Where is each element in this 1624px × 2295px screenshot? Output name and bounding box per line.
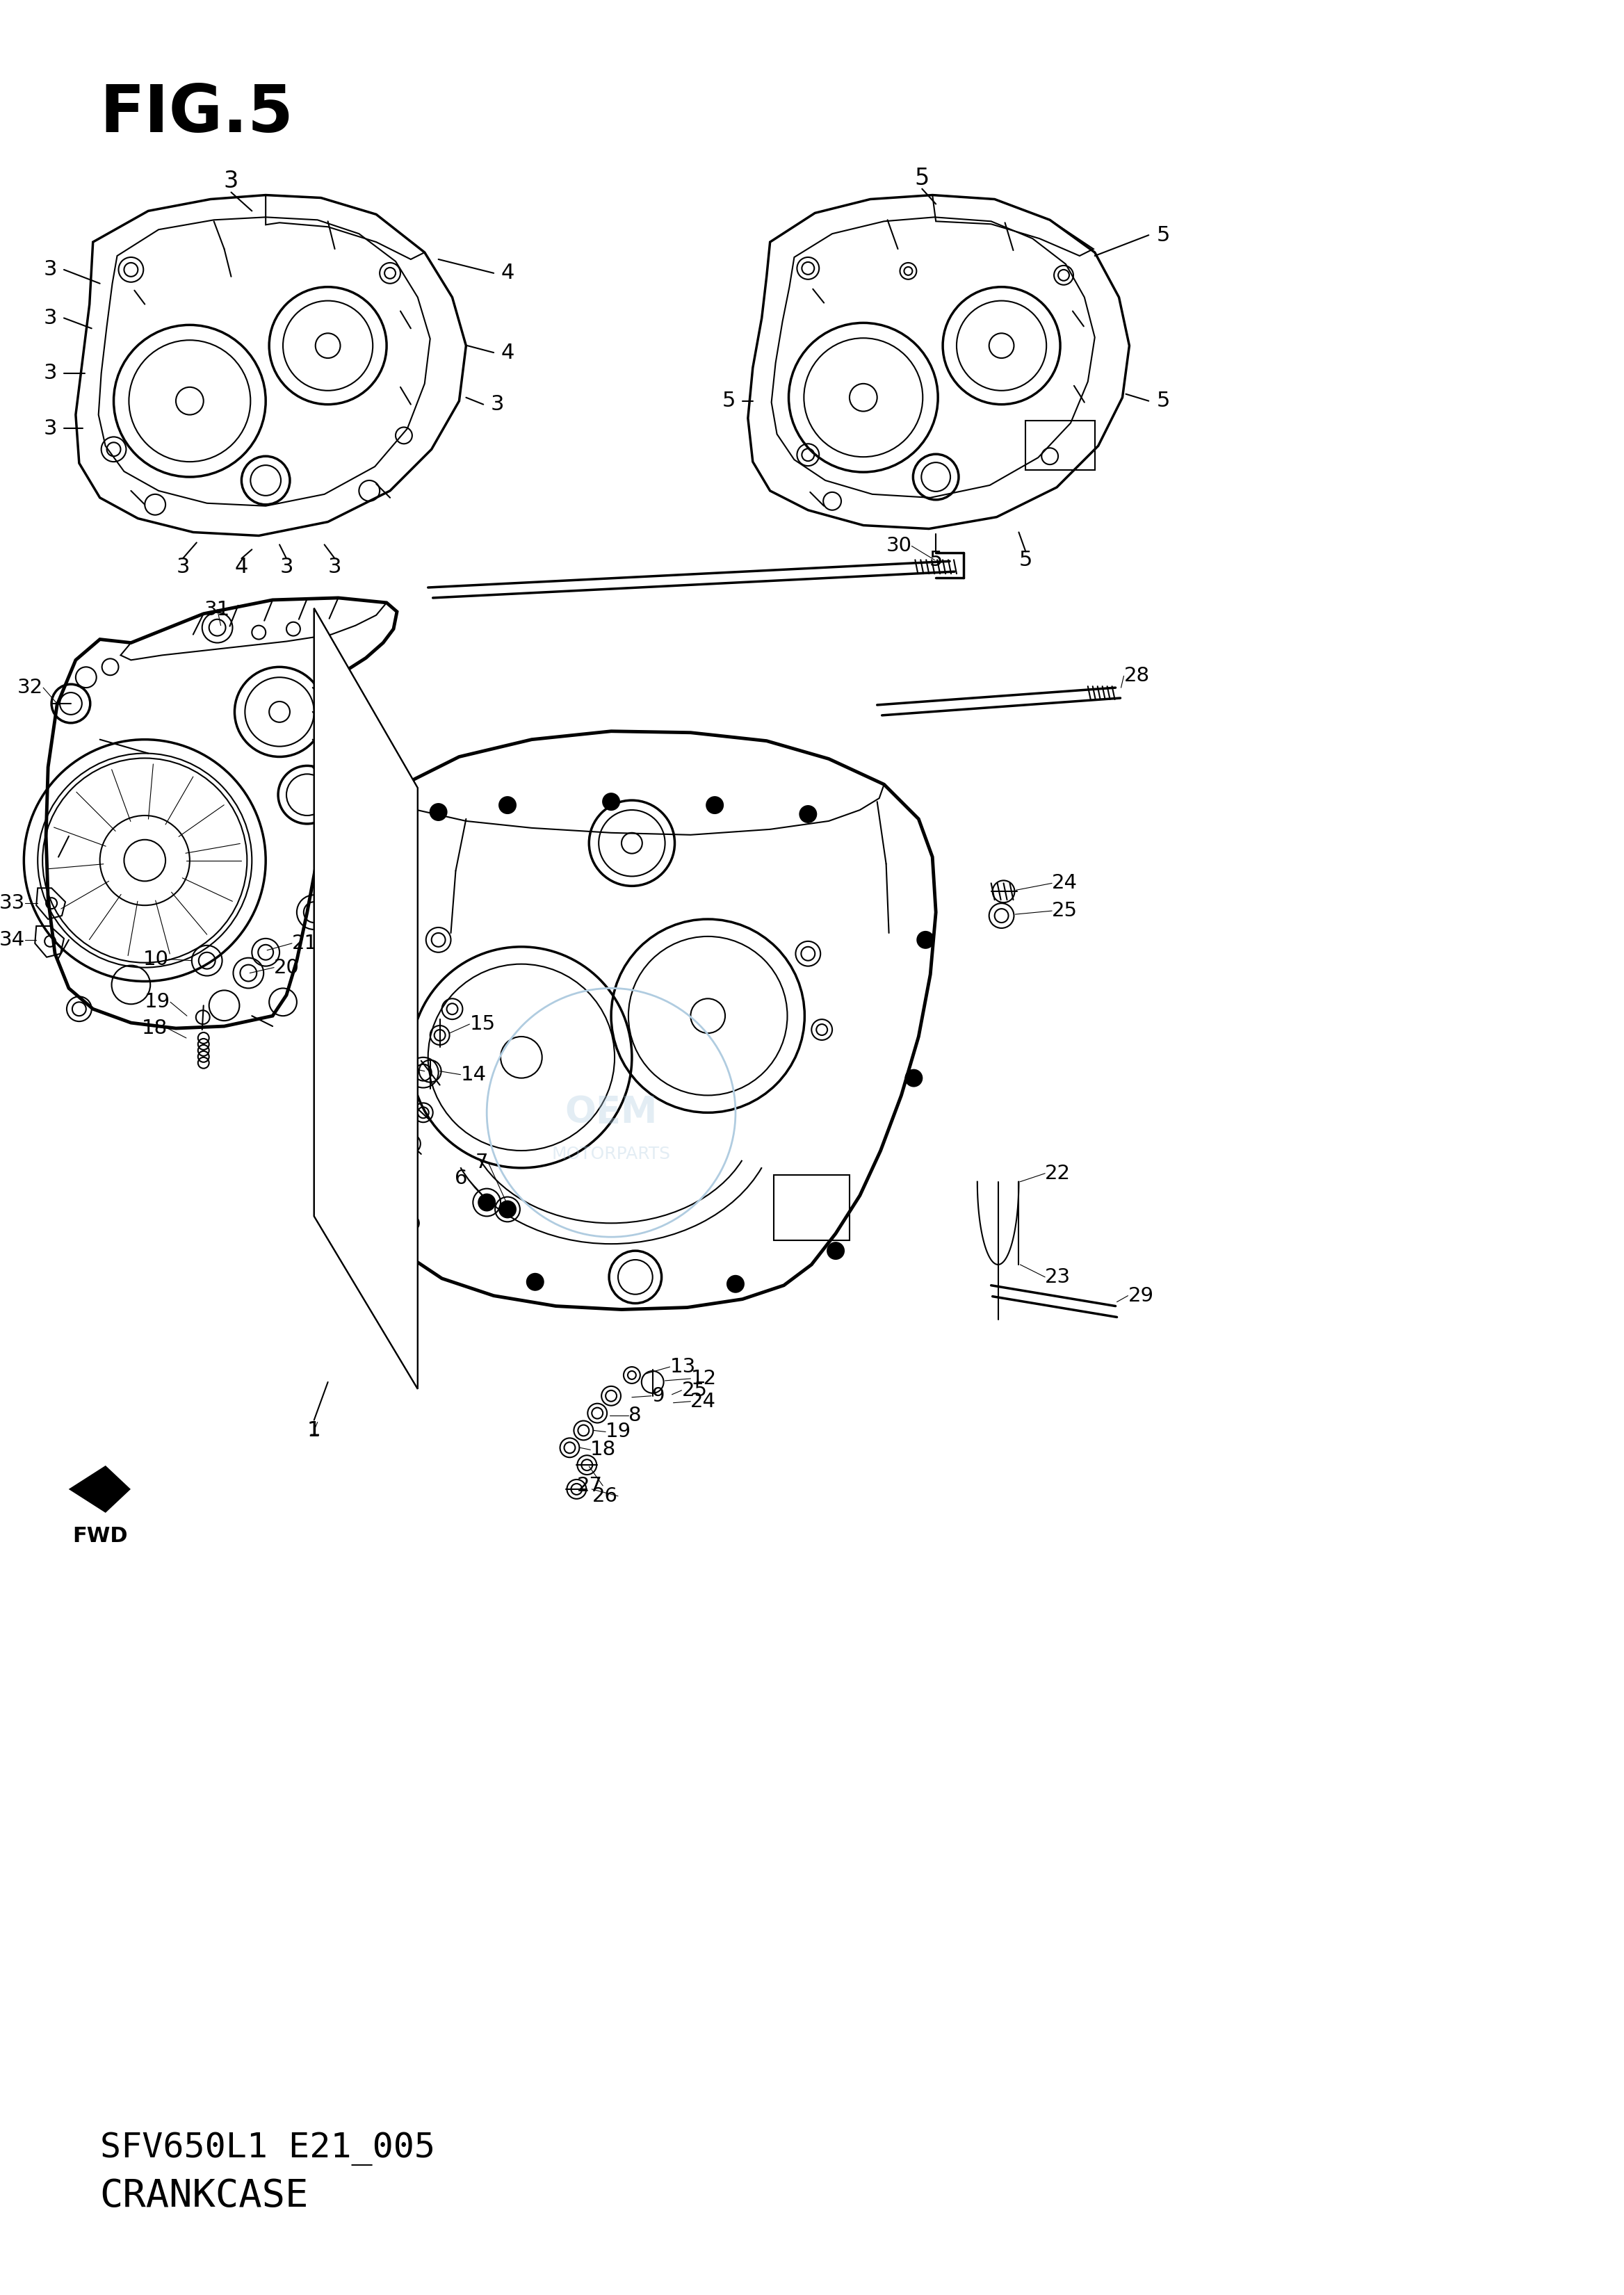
Text: 15: 15	[469, 1014, 495, 1035]
Text: 30: 30	[887, 537, 911, 555]
Text: MOTORPARTS: MOTORPARTS	[552, 1145, 671, 1161]
Text: 24: 24	[1052, 874, 1078, 893]
Text: 21: 21	[292, 934, 318, 952]
Text: 34: 34	[0, 929, 26, 950]
Polygon shape	[71, 1467, 128, 1512]
Circle shape	[603, 794, 619, 810]
Text: 26: 26	[593, 1487, 619, 1506]
Text: 2: 2	[333, 1086, 346, 1106]
Text: 5: 5	[1156, 225, 1171, 246]
Text: 5: 5	[1156, 390, 1171, 411]
Text: 3: 3	[44, 259, 57, 280]
Text: 17: 17	[362, 1104, 388, 1122]
Text: 18: 18	[591, 1439, 617, 1460]
Text: 8: 8	[628, 1405, 641, 1425]
Circle shape	[526, 1274, 544, 1290]
Polygon shape	[313, 608, 417, 1388]
Circle shape	[479, 1193, 495, 1212]
Text: 3: 3	[490, 395, 503, 415]
Text: 10: 10	[143, 950, 169, 968]
Circle shape	[906, 1069, 922, 1086]
Text: 3: 3	[175, 558, 190, 576]
Circle shape	[728, 1276, 744, 1292]
Text: 3: 3	[44, 308, 57, 328]
Circle shape	[918, 932, 934, 948]
Text: 25: 25	[682, 1382, 708, 1400]
Text: OEM: OEM	[565, 1095, 658, 1131]
Text: 14: 14	[461, 1065, 486, 1083]
Text: CRANKCASE: CRANKCASE	[101, 2178, 309, 2215]
Text: 11: 11	[322, 895, 348, 916]
Text: 3: 3	[279, 558, 294, 576]
Text: 5: 5	[914, 168, 929, 190]
Text: 5: 5	[929, 551, 942, 569]
Text: FWD: FWD	[71, 1526, 128, 1547]
Text: 25: 25	[1052, 902, 1078, 920]
Text: 27: 27	[577, 1476, 603, 1496]
Text: 18: 18	[141, 1019, 167, 1037]
Text: 3: 3	[328, 558, 341, 576]
Text: 5: 5	[723, 390, 736, 411]
Text: 7: 7	[476, 1152, 489, 1173]
Text: 3: 3	[224, 170, 239, 193]
Text: 16: 16	[357, 1134, 383, 1154]
Text: 24: 24	[690, 1391, 716, 1411]
Text: 19: 19	[145, 991, 171, 1012]
Text: 31: 31	[361, 1053, 387, 1072]
Text: 4: 4	[235, 558, 248, 576]
Text: 19: 19	[606, 1423, 632, 1441]
Circle shape	[499, 1200, 516, 1219]
Text: SFV650L1 E21_005: SFV650L1 E21_005	[101, 2132, 435, 2166]
Text: 20: 20	[274, 957, 299, 978]
Text: 29: 29	[1129, 1285, 1153, 1306]
Circle shape	[499, 796, 516, 812]
Circle shape	[430, 803, 447, 819]
Text: 4: 4	[500, 264, 515, 282]
Circle shape	[799, 806, 817, 822]
Text: 22: 22	[1044, 1164, 1070, 1184]
Text: 33: 33	[0, 893, 26, 913]
Text: 23: 23	[1044, 1267, 1070, 1287]
Text: 3: 3	[44, 418, 57, 438]
Text: 5: 5	[1018, 551, 1033, 569]
Text: 1: 1	[307, 1421, 320, 1441]
Text: 31: 31	[205, 599, 231, 620]
Circle shape	[827, 1242, 844, 1260]
Text: 32: 32	[18, 677, 44, 698]
Text: 1: 1	[307, 1421, 322, 1441]
Text: 13: 13	[669, 1356, 695, 1377]
Text: 3: 3	[44, 363, 57, 383]
Text: 28: 28	[1124, 666, 1150, 686]
Text: 12: 12	[690, 1368, 716, 1388]
Circle shape	[706, 796, 723, 812]
Text: FIG.5: FIG.5	[101, 83, 294, 147]
Text: 9: 9	[651, 1386, 664, 1405]
Text: 6: 6	[455, 1168, 468, 1189]
Text: 4: 4	[500, 342, 515, 363]
Circle shape	[403, 1214, 419, 1232]
